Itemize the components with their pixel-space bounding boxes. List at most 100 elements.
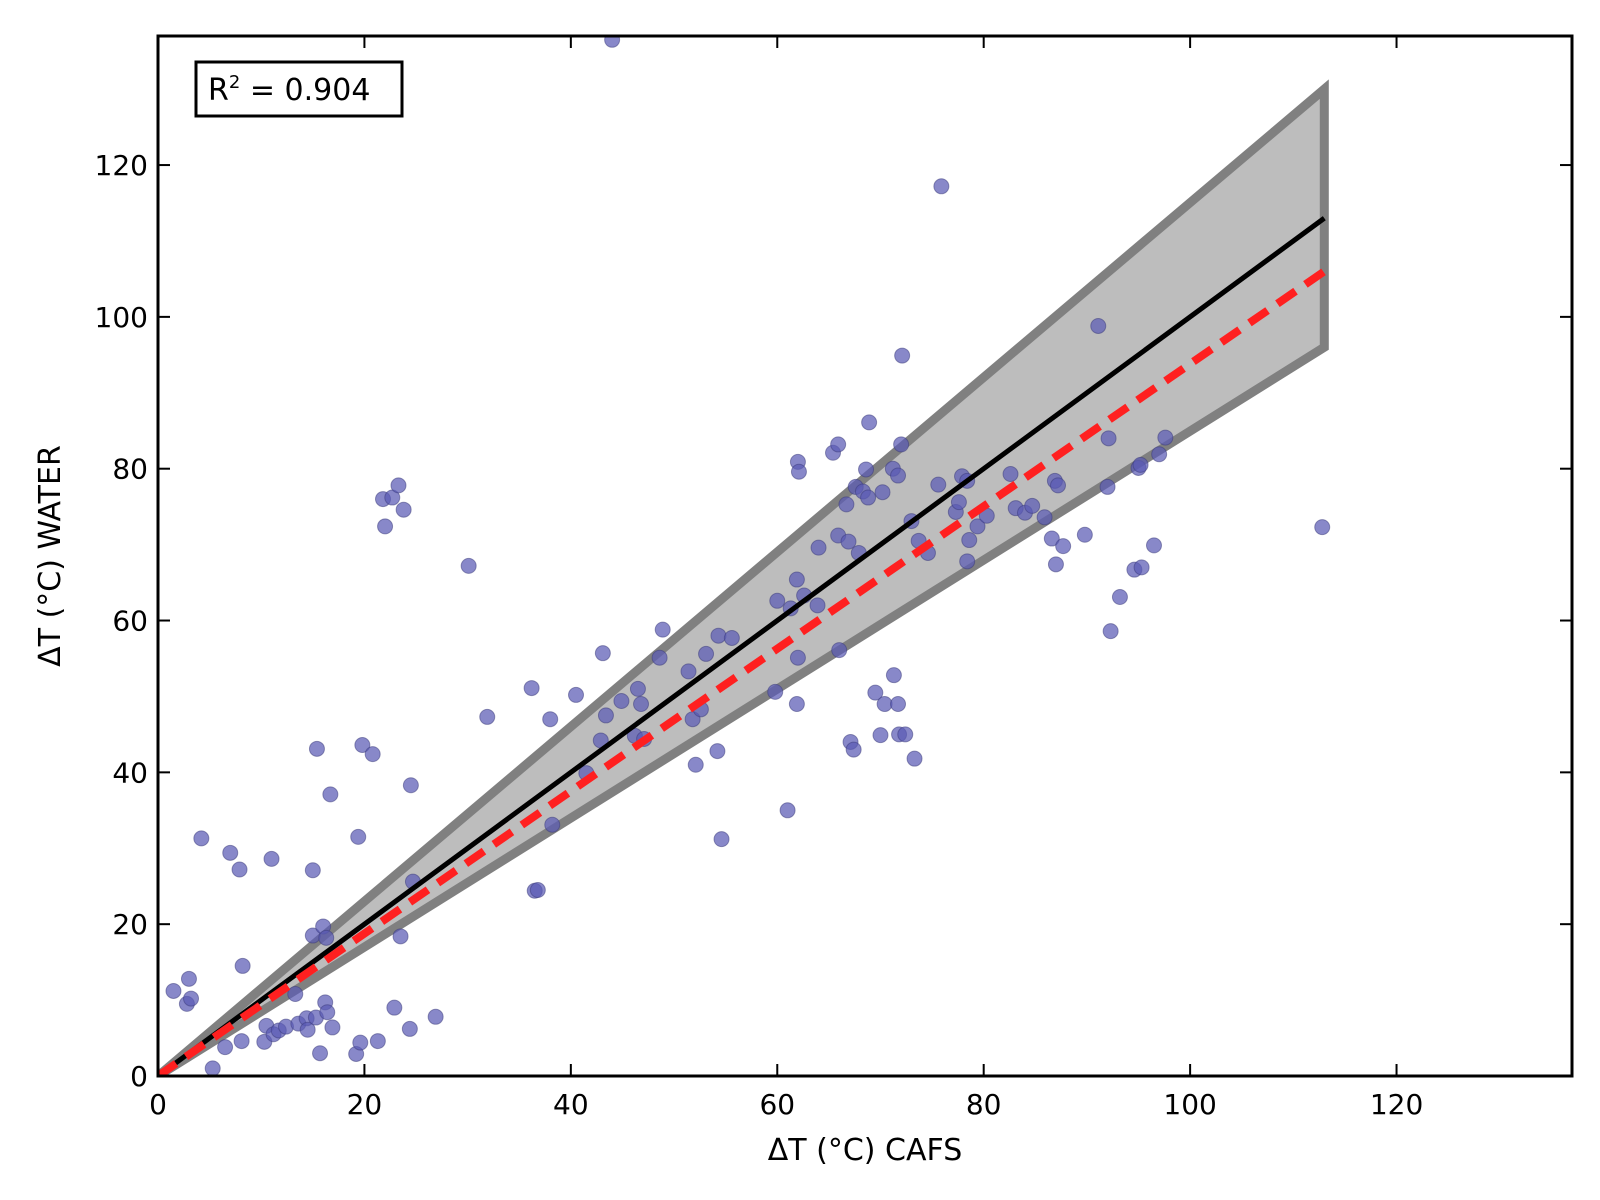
plot-area bbox=[158, 36, 1331, 1076]
data-point bbox=[165, 982, 182, 999]
y-tick-label: 100 bbox=[95, 301, 148, 334]
x-axis-label: ΔT (°C) CAFS bbox=[768, 1133, 963, 1168]
data-point bbox=[1099, 478, 1116, 495]
annotation-prefix: R bbox=[208, 73, 229, 108]
data-point bbox=[894, 347, 911, 364]
data-point bbox=[710, 627, 727, 644]
data-point bbox=[354, 737, 371, 754]
data-point bbox=[523, 680, 540, 697]
data-point bbox=[1157, 429, 1174, 446]
data-point bbox=[312, 1045, 329, 1062]
data-point bbox=[1043, 530, 1060, 547]
data-point bbox=[1145, 537, 1162, 554]
data-point bbox=[544, 816, 561, 833]
data-point bbox=[594, 645, 611, 662]
data-point bbox=[1100, 430, 1117, 447]
data-point bbox=[319, 1004, 336, 1021]
annotation-superscript: 2 bbox=[229, 72, 240, 93]
data-point bbox=[709, 743, 726, 760]
data-point bbox=[1102, 623, 1119, 640]
data-point bbox=[950, 494, 967, 511]
data-point bbox=[1133, 559, 1150, 576]
annotation-suffix: = 0.904 bbox=[240, 73, 370, 108]
data-point bbox=[427, 1008, 444, 1025]
data-point bbox=[890, 467, 907, 484]
data-point bbox=[810, 539, 827, 556]
data-point bbox=[874, 484, 891, 501]
data-point bbox=[885, 667, 902, 684]
data-point bbox=[838, 496, 855, 513]
data-point bbox=[713, 831, 730, 848]
data-point bbox=[840, 533, 857, 550]
data-point bbox=[350, 828, 367, 845]
data-point bbox=[969, 518, 986, 535]
data-point bbox=[217, 1039, 234, 1056]
data-point bbox=[542, 711, 559, 728]
data-points bbox=[165, 36, 1331, 1076]
data-point bbox=[287, 986, 304, 1003]
data-point bbox=[633, 696, 650, 713]
data-point bbox=[613, 692, 630, 709]
data-point bbox=[1055, 538, 1072, 555]
data-point bbox=[897, 726, 914, 743]
data-point bbox=[872, 727, 889, 744]
data-point bbox=[769, 592, 786, 609]
data-point bbox=[698, 645, 715, 662]
data-point bbox=[961, 532, 978, 549]
data-point bbox=[1314, 519, 1331, 536]
data-point bbox=[529, 882, 546, 899]
x-tick-label: 80 bbox=[966, 1088, 1002, 1121]
data-point bbox=[386, 999, 403, 1016]
data-point bbox=[263, 850, 280, 867]
data-point bbox=[809, 597, 826, 614]
x-tick-label: 100 bbox=[1163, 1088, 1216, 1121]
fit-line bbox=[158, 216, 1326, 1076]
data-point bbox=[906, 750, 923, 767]
data-point bbox=[604, 36, 621, 48]
data-point bbox=[861, 414, 878, 431]
y-tick-label: 20 bbox=[112, 908, 148, 941]
data-point bbox=[890, 696, 907, 713]
data-point bbox=[390, 477, 407, 494]
y-tick-label: 120 bbox=[95, 149, 148, 182]
data-point bbox=[789, 649, 806, 666]
data-point bbox=[830, 436, 847, 453]
data-point bbox=[401, 1020, 418, 1037]
data-point bbox=[395, 501, 412, 518]
x-tick-label: 0 bbox=[149, 1088, 167, 1121]
data-point bbox=[959, 553, 976, 570]
data-point bbox=[845, 741, 862, 758]
x-tick-label: 60 bbox=[759, 1088, 795, 1121]
data-point bbox=[933, 178, 950, 195]
data-point bbox=[392, 928, 409, 945]
data-point bbox=[779, 802, 796, 819]
data-point bbox=[1024, 497, 1041, 514]
data-point bbox=[654, 621, 671, 638]
data-point bbox=[364, 746, 381, 763]
data-point bbox=[1047, 556, 1064, 573]
data-point bbox=[322, 786, 339, 803]
data-point bbox=[308, 740, 325, 757]
data-point bbox=[893, 436, 910, 453]
data-point bbox=[299, 1021, 316, 1038]
plot-frame bbox=[156, 34, 1574, 1078]
data-point bbox=[377, 518, 394, 535]
y-tick-label: 40 bbox=[112, 756, 148, 789]
x-tick-label: 20 bbox=[347, 1088, 383, 1121]
y-tick-label: 60 bbox=[112, 605, 148, 638]
data-point bbox=[1111, 588, 1128, 605]
axis-ticks: 0 20 40 60 80 100 120 0 20 40 60 80 100 120 bbox=[95, 36, 1572, 1121]
y-tick-label: 80 bbox=[112, 453, 148, 486]
data-point bbox=[352, 1034, 369, 1051]
data-point bbox=[1076, 526, 1093, 543]
data-point bbox=[180, 970, 197, 987]
data-point bbox=[867, 684, 884, 701]
annotation-box bbox=[194, 60, 404, 118]
data-point bbox=[369, 1033, 386, 1050]
data-point bbox=[183, 990, 200, 1007]
data-point bbox=[318, 929, 335, 946]
data-point bbox=[629, 680, 646, 697]
data-point bbox=[1090, 317, 1107, 334]
data-point bbox=[788, 696, 805, 713]
